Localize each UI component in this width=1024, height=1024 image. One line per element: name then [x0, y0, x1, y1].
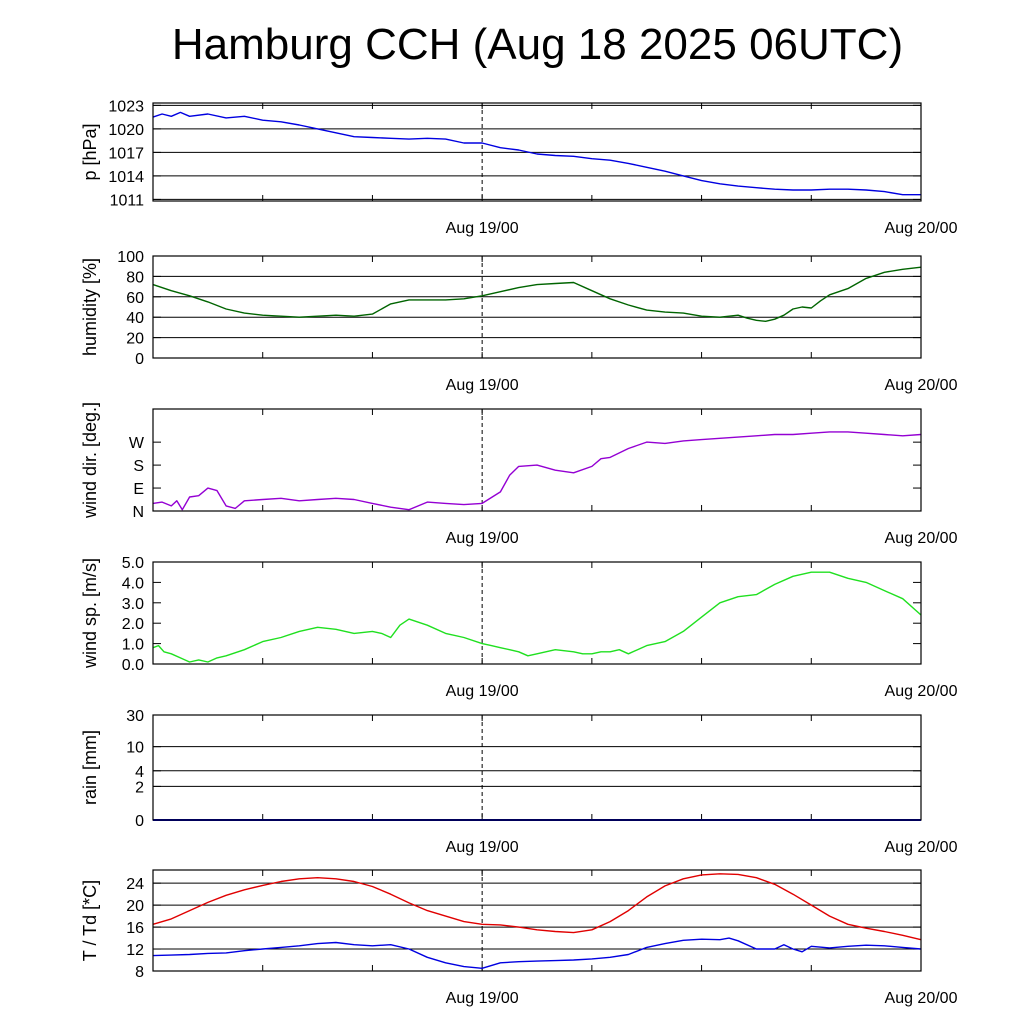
temperature-series-line-1: [152, 873, 922, 941]
wind-speed-ytick-label: 3.0: [122, 596, 144, 613]
temperature-ytick-label: 24: [126, 876, 144, 893]
temperature-ytick-label: 16: [126, 920, 144, 937]
wind-direction-ytick-label: E: [133, 481, 144, 498]
humidity-ytick-label: 60: [126, 290, 144, 307]
pressure-ytick-label: 1014: [108, 169, 144, 186]
humidity-xtick-label: Aug 19/00: [446, 377, 519, 394]
humidity-panel: 0 20 40 60 80 100 Aug 19/00 Aug 20/00 humidity […: [80, 249, 958, 394]
wind-direction-ytick-label: S: [133, 458, 144, 475]
humidity-series-line-1: [152, 266, 922, 322]
wind-speed-ytick-label: 5.0: [122, 555, 144, 572]
pressure-ytick-label: 1020: [108, 122, 144, 139]
pressure-xtick-label: Aug 20/00: [885, 220, 958, 237]
rain-ytick-label: 4: [135, 764, 144, 781]
wind-speed-panel: 0.0 1.0 2.0 3.0 4.0 5.0 Aug 19/00 Aug 20/00 wind…: [80, 555, 958, 700]
pressure-ytick-label: 1011: [110, 192, 145, 209]
humidity-ytick-label: 0: [135, 351, 144, 368]
rain-ytick-label: 10: [126, 740, 144, 757]
wind-direction-xtick-label: Aug 19/00: [446, 530, 519, 547]
temperature-ytick-label: 12: [126, 942, 144, 959]
rain-ytick-label: 0: [135, 813, 144, 830]
rain-ylabel: rain [mm]: [80, 730, 100, 805]
humidity-xtick-label: Aug 20/00: [885, 377, 958, 394]
pressure-ytick-label: 1023: [108, 98, 144, 115]
temperature-series-line-2: [152, 937, 922, 969]
temperature-xtick-label: Aug 19/00: [446, 990, 519, 1007]
pressure-series-line-1: [152, 111, 921, 196]
rain-xtick-label: Aug 20/00: [885, 839, 958, 856]
wind-speed-xtick-label: Aug 20/00: [885, 683, 958, 700]
temperature-panel: 8 12 16 20 24 Aug 19/00 Aug 20/00 T / Td [*C]: [80, 869, 958, 1007]
wind-speed-ytick-label: 4.0: [122, 575, 144, 592]
chart-title: Hamburg CCH (Aug 18 2025 06UTC): [171, 20, 904, 69]
pressure-ylabel: p [hPa]: [80, 123, 100, 180]
humidity-ytick-label: 20: [126, 331, 144, 348]
humidity-ytick-label: 40: [126, 310, 144, 327]
wind-direction-ytick-label: W: [129, 435, 145, 452]
pressure-panel: 1011 1014 1017 1020 1023 Aug 19/00 Aug 20/00 p …: [80, 98, 958, 237]
wind-speed-ylabel: wind sp. [m/s]: [80, 558, 100, 669]
wind-direction-series-line-1: [152, 431, 922, 511]
rain-frame: [152, 714, 922, 821]
wind-direction-frame: [152, 408, 922, 512]
pressure-ytick-label: 1017: [108, 145, 144, 162]
humidity-ytick-label: 100: [117, 249, 144, 266]
wind-speed-ytick-label: 1.0: [122, 637, 144, 654]
wind-direction-ylabel: wind dir. [deg.]: [80, 402, 100, 519]
humidity-frame: [152, 255, 922, 359]
pressure-frame: [152, 102, 922, 202]
wind-speed-ytick-label: 0.0: [122, 657, 144, 674]
temperature-xtick-label: Aug 20/00: [885, 990, 958, 1007]
wind-direction-ytick-label: N: [132, 504, 144, 521]
rain-ytick-label: 2: [135, 779, 144, 796]
humidity-ylabel: humidity [%]: [80, 258, 100, 356]
wind-direction-xtick-label: Aug 20/00: [885, 530, 958, 547]
rain-xtick-label: Aug 19/00: [446, 839, 519, 856]
temperature-ylabel: T / Td [*C]: [80, 880, 100, 961]
temperature-frame: [152, 869, 922, 972]
wind-speed-ytick-label: 2.0: [122, 616, 144, 633]
temperature-ytick-label: 20: [126, 898, 144, 915]
humidity-ytick-label: 80: [126, 269, 144, 286]
rain-ytick-label: 30: [126, 708, 144, 725]
temperature-ytick-label: 8: [135, 964, 144, 981]
pressure-xtick-label: Aug 19/00: [446, 220, 519, 237]
rain-panel: 0 24 10 30 Aug 19/00 Aug 20/00 rain [mm]: [80, 708, 958, 856]
wind-speed-series-line-1: [152, 571, 922, 663]
wind-speed-xtick-label: Aug 19/00: [446, 683, 519, 700]
wind-speed-frame: [152, 561, 922, 665]
